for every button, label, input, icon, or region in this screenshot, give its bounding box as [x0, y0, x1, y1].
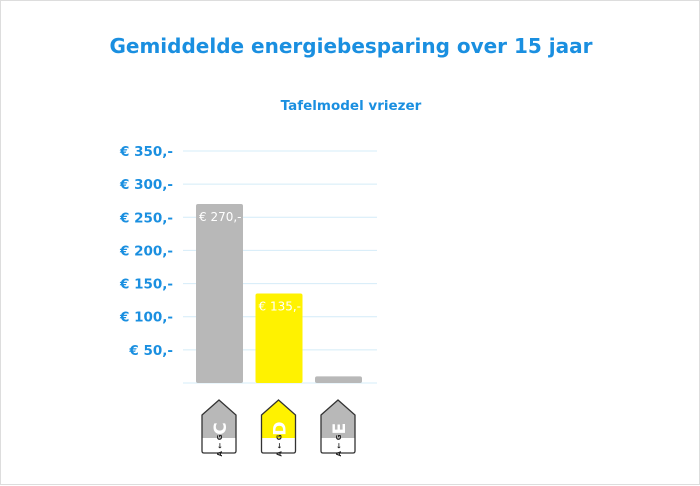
bar-D [255, 293, 303, 383]
data-label: € 270,- [199, 210, 242, 224]
y-tick-label: € 50,- [128, 343, 173, 359]
y-tick-label: € 350,- [119, 144, 173, 160]
energy-scale-label: A ← G [216, 434, 224, 456]
energy-class-letter: E [330, 423, 350, 435]
y-tick-label: € 250,- [119, 210, 173, 226]
energy-scale-label: A ← G [276, 434, 284, 456]
energy-label-C: CA ← G [201, 399, 237, 456]
data-label: € 135,- [259, 300, 302, 314]
y-tick-label: € 300,- [119, 177, 173, 193]
energy-class-letter: D [271, 421, 291, 435]
chart-subtitle: Tafelmodel vriezer [280, 98, 422, 114]
bar-E [315, 376, 362, 383]
energy-label-E: EA ← G [320, 399, 356, 456]
chart-title: Gemiddelde energiebesparing over 15 jaar [109, 34, 593, 58]
y-tick-label: € 200,- [119, 243, 173, 259]
y-tick-label: € 100,- [119, 310, 173, 326]
energy-class-letter: C [211, 422, 231, 434]
y-tick-label: € 150,- [119, 277, 173, 293]
bar-C [196, 204, 243, 383]
energy-label-D: DA ← G [260, 399, 297, 456]
energy-scale-label: A ← G [335, 434, 343, 456]
